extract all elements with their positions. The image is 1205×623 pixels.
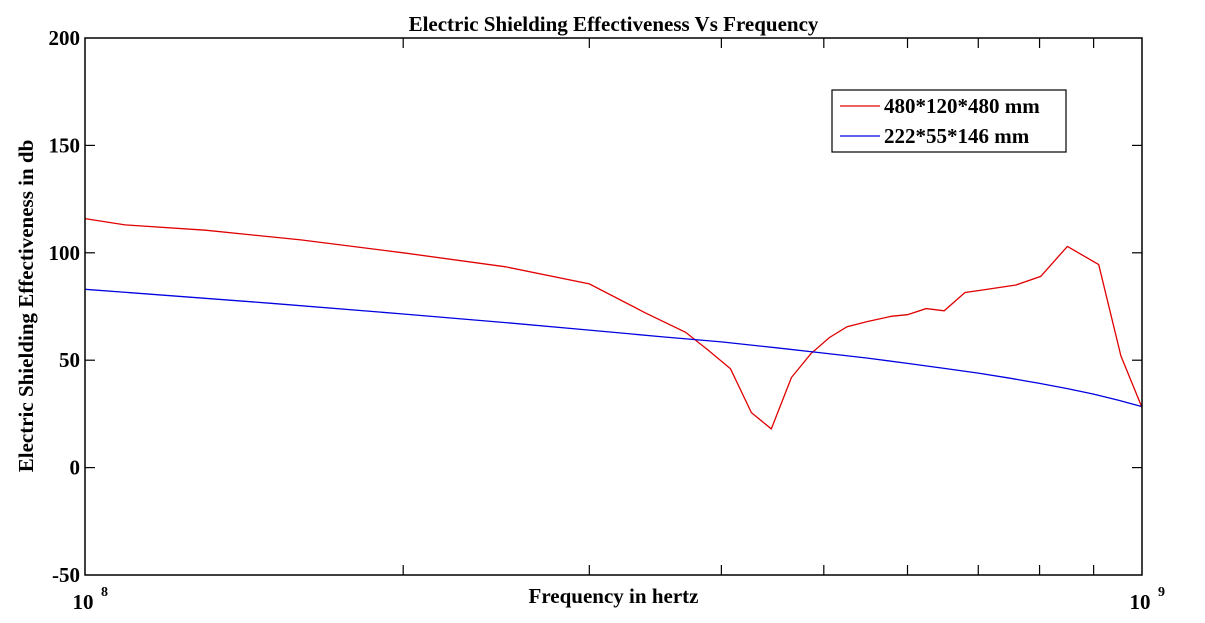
legend-label-0: 480*120*480 mm bbox=[884, 94, 1040, 118]
x-tick-label-exponent: 9 bbox=[1158, 585, 1165, 600]
y-tick-label: 150 bbox=[49, 133, 81, 157]
y-tick-label: 200 bbox=[49, 26, 81, 50]
y-tick-label: 100 bbox=[49, 241, 81, 265]
x-tick-label: 10 bbox=[73, 590, 94, 614]
series-line-0 bbox=[84, 217, 1143, 430]
legend-box bbox=[831, 89, 1067, 153]
series-layer bbox=[84, 217, 1143, 430]
x-tick-label-exponent: 8 bbox=[101, 585, 108, 600]
y-tick-label: -50 bbox=[52, 563, 80, 587]
axis-ticks: -50 0 50 100 150 200 10 8 10 9 bbox=[49, 26, 1166, 614]
series-line-1 bbox=[84, 288, 1143, 408]
y-tick-label: 50 bbox=[59, 348, 80, 372]
y-tick-label: 0 bbox=[70, 456, 81, 480]
x-axis-label: Frequency in hertz bbox=[529, 584, 699, 608]
y-axis-label: Electric Shielding Effectiveness in db bbox=[14, 140, 38, 473]
legend-label-1: 222*55*146 mm bbox=[884, 124, 1030, 148]
x-tick-label: 10 bbox=[1130, 590, 1151, 614]
plot-frame bbox=[84, 37, 1143, 576]
legend: 480*120*480 mm 222*55*146 mm bbox=[831, 89, 1067, 153]
chart-title: Electric Shielding Effectiveness Vs Freq… bbox=[409, 12, 819, 36]
